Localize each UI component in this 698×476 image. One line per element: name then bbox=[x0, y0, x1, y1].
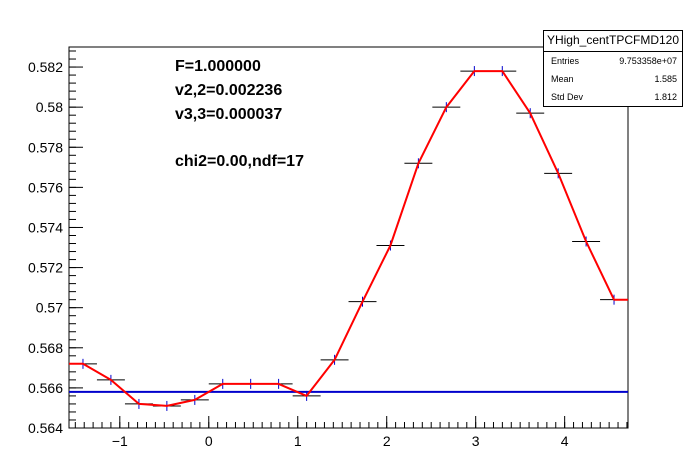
x-tick-label: 2 bbox=[383, 433, 391, 449]
plot-frame bbox=[68, 46, 629, 429]
stats-label-mean: Mean bbox=[551, 74, 574, 84]
stats-value-stddev: 1.812 bbox=[654, 92, 677, 102]
stats-box-title: YHigh_centTPCFMD120 bbox=[544, 31, 682, 52]
x-tick-label: 0 bbox=[205, 433, 213, 449]
y-tick-label: 0.572 bbox=[28, 260, 63, 276]
y-tick-label: 0.57 bbox=[36, 300, 63, 316]
stats-row-entries: Entries 9.753358e+07 bbox=[544, 52, 682, 70]
y-tick-label: 0.564 bbox=[28, 420, 63, 436]
fit-series bbox=[69, 70, 628, 407]
stats-row-stddev: Std Dev 1.812 bbox=[544, 88, 682, 106]
stats-value-entries: 9.753358e+07 bbox=[619, 56, 677, 66]
axes: 0.564 0.566 0.568 0.57 0.572 0.574 0.576 0.578 0… bbox=[28, 50, 628, 449]
annotation-chi2: chi2=0.00,ndf=17 bbox=[175, 153, 304, 170]
annotation-v22: v2,2=0.002236 bbox=[175, 82, 282, 99]
stats-value-mean: 1.585 bbox=[654, 74, 677, 84]
y-tick-label: 0.578 bbox=[28, 139, 63, 155]
x-tick-label: 3 bbox=[472, 433, 480, 449]
y-tick-label: 0.574 bbox=[28, 219, 63, 235]
x-tick-label: 1 bbox=[294, 433, 302, 449]
fit-line bbox=[69, 70, 628, 407]
annotation-v33: v3,3=0.000037 bbox=[175, 106, 282, 123]
x-tick-label: −1 bbox=[112, 433, 128, 449]
y-tick-label: 0.566 bbox=[28, 380, 63, 396]
stats-label-entries: Entries bbox=[551, 56, 580, 66]
x-tick-label: 4 bbox=[561, 433, 569, 449]
stats-label-stddev: Std Dev bbox=[551, 92, 584, 102]
y-tick-label: 0.582 bbox=[28, 59, 63, 75]
y-tick-label: 0.58 bbox=[36, 99, 63, 115]
stats-box: YHigh_centTPCFMD120 Entries 9.753358e+07… bbox=[543, 30, 683, 107]
y-tick-label: 0.568 bbox=[28, 340, 63, 356]
data-series bbox=[68, 66, 629, 411]
annotation-f: F=1.000000 bbox=[175, 58, 261, 75]
y-tick-label: 0.576 bbox=[28, 179, 63, 195]
stats-row-mean: Mean 1.585 bbox=[544, 70, 682, 88]
